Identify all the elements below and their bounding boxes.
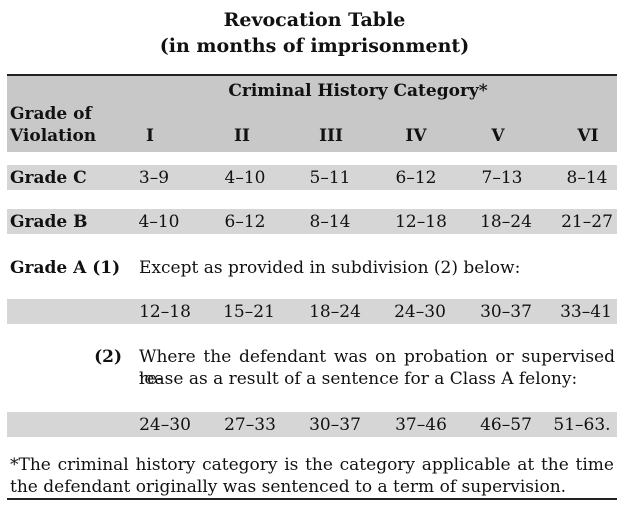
table-title: Revocation Table <box>223 9 406 31</box>
grade-a-label: Grade A (1) <box>10 258 121 278</box>
top-rule <box>7 74 617 76</box>
grade-c-cell-5: 7–13 <box>481 168 523 188</box>
grade-a-2-cell-1: 24–30 <box>139 415 191 435</box>
grade-c-row-band <box>7 165 617 190</box>
category-header-1: I <box>146 126 154 146</box>
grade-a-1-cell-6: 33–41 <box>560 302 612 322</box>
grade-b-row-band <box>7 209 617 234</box>
grade-a-2-cell-6: 51–63. <box>553 415 611 435</box>
criminal-history-header: Criminal History Category* <box>228 81 488 101</box>
grade-c-cell-1: 3–9 <box>138 168 170 188</box>
grade-c-label: Grade C <box>10 168 87 188</box>
grade-a-subdivision-2-text-line2: lease as a result of a sentence for a Cl… <box>139 369 578 389</box>
bottom-rule <box>7 498 617 500</box>
footnote-line1: *The criminal history category is the ca… <box>10 455 614 475</box>
grade-a-1-cell-4: 24–30 <box>394 302 446 322</box>
grade-b-cell-5: 18–24 <box>480 212 532 232</box>
grade-a-subdivision-2-text-line1: Where the defendant was on probation or … <box>139 347 615 389</box>
header-background <box>7 76 617 152</box>
grade-a-1-cell-3: 18–24 <box>309 302 361 322</box>
grade-a-2-cell-5: 46–57 <box>480 415 532 435</box>
category-header-2: II <box>234 126 250 146</box>
grade-b-cell-2: 6–12 <box>224 212 266 232</box>
grade-b-cell-6: 21–27 <box>561 212 613 232</box>
category-header-5: V <box>491 126 505 146</box>
grade-of-violation-header-line2: Violation <box>10 126 97 146</box>
table-subtitle: (in months of imprisonment) <box>159 35 470 57</box>
grade-b-label: Grade B <box>10 212 88 232</box>
grade-a-subdivision-1-text: Except as provided in subdivision (2) be… <box>139 258 521 278</box>
grade-b-cell-4: 12–18 <box>395 212 447 232</box>
category-header-6: VI <box>577 126 599 146</box>
grade-c-cell-2: 4–10 <box>224 168 266 188</box>
grade-c-cell-6: 8–14 <box>566 168 608 188</box>
grade-a-1-cell-1: 12–18 <box>139 302 191 322</box>
grade-a-2-cell-3: 30–37 <box>309 415 361 435</box>
category-header-4: IV <box>405 126 427 146</box>
footnote-line2: the defendant originally was sentenced t… <box>10 477 567 497</box>
grade-a-1-cell-5: 30–37 <box>480 302 532 322</box>
grade-a-2-cell-4: 37–46 <box>395 415 447 435</box>
grade-a-1-cell-2: 15–21 <box>223 302 275 322</box>
category-header-3: III <box>319 126 343 146</box>
grade-a-1-row-band <box>7 299 617 324</box>
grade-of-violation-header-line1: Grade of <box>10 104 92 124</box>
grade-c-cell-3: 5–11 <box>309 168 351 188</box>
grade-a-2-row-band <box>7 412 617 437</box>
grade-a-2-cell-2: 27–33 <box>224 415 276 435</box>
grade-a-subdivision-2-label: (2) <box>94 347 122 367</box>
grade-c-cell-4: 6–12 <box>395 168 437 188</box>
grade-b-cell-1: 4–10 <box>138 212 180 232</box>
grade-b-cell-3: 8–14 <box>309 212 351 232</box>
